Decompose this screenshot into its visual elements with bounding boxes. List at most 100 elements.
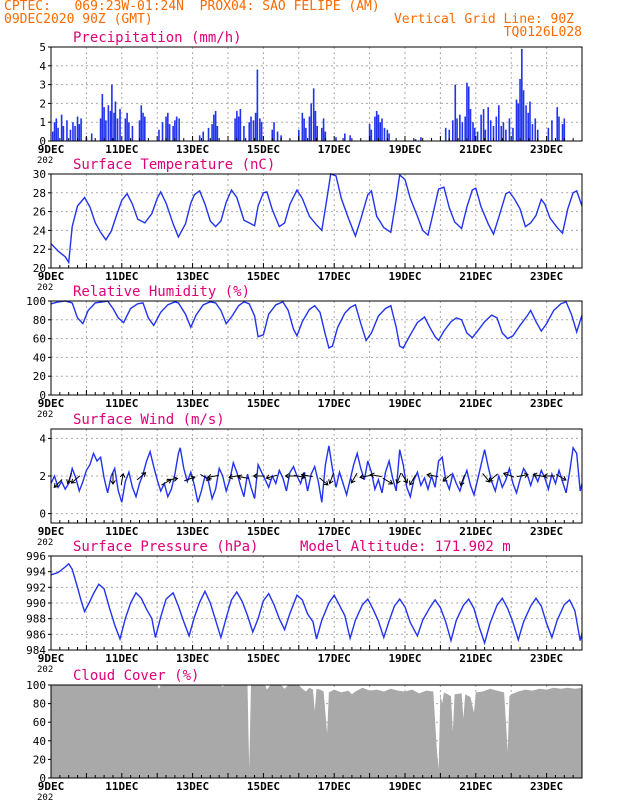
precip-bar: [561, 124, 564, 141]
precip-bar: [239, 109, 242, 141]
x-year-label: 202: [37, 538, 53, 548]
precip-bar: [260, 122, 263, 141]
precip-bar: [456, 118, 458, 141]
precip-bar: [484, 129, 487, 141]
precip-bar: [467, 86, 470, 141]
x-year-label: 202: [37, 410, 53, 420]
y-tick-label: 22: [33, 243, 46, 256]
x-tick-label: 15DEC: [247, 143, 280, 156]
x-year-label: 202: [37, 665, 53, 675]
y-tick-label: 0: [39, 389, 46, 402]
precip-bar: [53, 122, 56, 141]
precip-bar: [414, 139, 417, 141]
temp-line: [50, 173, 583, 265]
precip-bar: [480, 114, 482, 141]
x-tick-label: 23DEC: [530, 652, 563, 665]
precip-bar: [66, 120, 68, 141]
precip-bar: [69, 129, 72, 141]
y-tick-label: 40: [33, 735, 46, 748]
precip-bar: [144, 116, 146, 141]
precip-bar: [178, 118, 180, 141]
precip-bar: [273, 122, 275, 141]
x-tick-label: 17DEC: [318, 270, 351, 283]
x-year-label: 202: [37, 283, 53, 293]
precip-bar: [126, 112, 128, 141]
y-tick-label: 5: [39, 41, 46, 54]
x-tick-label: 17DEC: [318, 143, 351, 156]
precip-bar: [101, 94, 104, 141]
precip-bar: [216, 125, 219, 141]
wind-arrow: [70, 475, 81, 484]
precip-bar: [213, 114, 215, 141]
rh-line: [50, 300, 583, 350]
panel-frame: [50, 173, 583, 269]
precip-bar: [248, 122, 251, 141]
x-tick-label: 15DEC: [247, 525, 280, 538]
wind-arrow: [502, 471, 515, 478]
precip-bar: [492, 125, 495, 141]
precip-bar: [175, 116, 178, 141]
precip-bar: [386, 129, 389, 141]
precip-bar: [316, 125, 319, 141]
x-tick-label: 23DEC: [530, 143, 563, 156]
x-tick-label: 9DEC: [38, 652, 65, 665]
model-code: TQ0126L028: [503, 25, 582, 40]
precip-bar: [211, 124, 213, 141]
wind-arrow: [110, 472, 116, 485]
x-tick-label: 21DEC: [459, 780, 492, 793]
precip-bar: [236, 110, 238, 141]
precip-bar: [519, 78, 521, 141]
y-tick-label: 80: [33, 314, 46, 327]
precip-bar: [464, 116, 466, 141]
precip-bar: [60, 114, 63, 141]
y-tick-label: 80: [33, 698, 46, 711]
wind-arrow: [409, 474, 416, 486]
x-tick-label: 19DEC: [388, 397, 421, 410]
wind-arrow: [382, 477, 394, 485]
x-tick-label: 13DEC: [176, 652, 209, 665]
precip-bar: [522, 90, 525, 141]
precip-bar: [370, 129, 373, 141]
x-tick-label: 19DEC: [388, 270, 421, 283]
precip-bar: [321, 127, 323, 141]
x-tick-label: 23DEC: [530, 525, 563, 538]
precip-bar: [114, 101, 117, 141]
wind-arrow: [488, 473, 499, 482]
precip-bar: [489, 120, 492, 141]
precip-bar: [556, 107, 559, 141]
precip-bar: [259, 118, 261, 141]
y-tick-label: 3: [39, 79, 46, 92]
wind-arrow: [532, 472, 545, 478]
y-tick-label: 996: [26, 550, 46, 563]
x-tick-label: 11DEC: [105, 397, 138, 410]
precip-bar: [381, 118, 383, 141]
x-tick-label: 15DEC: [247, 780, 280, 793]
y-tick-label: 984: [26, 644, 46, 657]
y-tick-label: 60: [33, 333, 46, 346]
x-tick-label: 9DEC: [38, 780, 65, 793]
cloud-cover-area: [51, 685, 582, 778]
x-tick-label: 17DEC: [318, 525, 351, 538]
grid-note: Vertical Grid Line: 90Z: [393, 12, 574, 27]
precip-bar: [375, 110, 378, 141]
panel-annotation: Model Altitude: 171.902 m: [300, 539, 511, 555]
precip-bar: [271, 129, 274, 141]
precip-bar: [515, 99, 518, 141]
wind-arrow: [555, 473, 567, 481]
wind-arrow: [252, 473, 265, 479]
wind-line: [50, 445, 583, 503]
precip-bar: [109, 110, 112, 141]
precip-bar: [310, 103, 312, 141]
x-tick-label: 23DEC: [530, 270, 563, 283]
precip-bar: [99, 118, 102, 141]
wind-arrow: [459, 474, 465, 487]
y-tick-label: 100: [26, 295, 46, 308]
wind-arrow: [228, 474, 241, 480]
panel-frame: [50, 300, 583, 396]
precip-bar: [379, 122, 382, 141]
x-tick-label: 13DEC: [176, 143, 209, 156]
precip-bar: [276, 131, 279, 141]
precip-bar: [349, 135, 351, 141]
x-tick-label: 13DEC: [176, 525, 209, 538]
precip-bar: [243, 125, 245, 141]
